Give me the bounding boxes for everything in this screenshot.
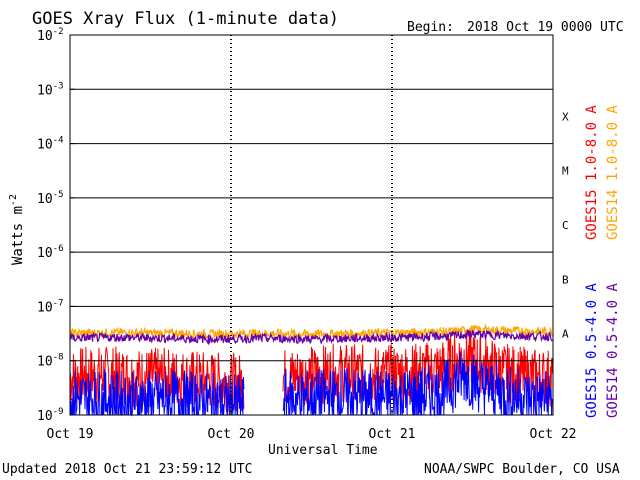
y-tick-label: 10-5	[37, 190, 64, 207]
y-tick-label: 10-9	[37, 407, 64, 424]
y-tick-label: 10-7	[37, 298, 64, 315]
y-tick-label: 10-4	[37, 136, 64, 153]
svg-text:Watts m-2: Watts m-2	[8, 194, 26, 265]
y-tick-label: 10-3	[37, 81, 64, 98]
y-tick-label: 10-8	[37, 353, 64, 370]
x-tick-label: Oct 20	[208, 427, 255, 442]
y-axis-label: Watts m-2	[8, 194, 26, 265]
flare-class-labels: X M C B A	[562, 110, 569, 340]
flare-class-label: B	[562, 273, 569, 286]
flare-class-label: X	[562, 110, 569, 123]
begin-label: Begin:	[407, 20, 454, 35]
y-tick-labels: 10-2 10-3 10-4 10-5 10-6 10-7 10-8 10-9	[37, 27, 75, 424]
y-tick-label: 10-6	[37, 244, 64, 261]
legend-entry: GOES15 0.5-4.0 A	[584, 283, 600, 418]
legend-entry: GOES15 1.0-8.0 A	[584, 105, 600, 240]
x-tick-label: Oct 21	[369, 427, 416, 442]
credit-text: NOAA/SWPC Boulder, CO USA	[424, 462, 620, 477]
legend: GOES15 1.0-8.0 A GOES14 1.0-8.0 A GOES15 0…	[584, 105, 621, 418]
updated-timestamp: Updated 2018 Oct 21 23:59:12 UTC	[2, 462, 252, 477]
series-line	[69, 346, 245, 413]
flare-class-label: M	[562, 165, 569, 178]
flare-class-label: C	[562, 219, 569, 232]
grid-layer	[70, 35, 553, 415]
legend-entry: GOES14 1.0-8.0 A	[605, 105, 621, 240]
chart-title: GOES Xray Flux (1-minute data)	[32, 9, 339, 29]
x-axis-label: Universal Time	[268, 443, 378, 458]
series-line	[69, 329, 553, 346]
legend-entry: GOES14 0.5-4.0 A	[605, 283, 621, 418]
series-layer	[69, 323, 553, 417]
flare-class-label: A	[562, 328, 569, 341]
x-tick-label: Oct 22	[530, 427, 577, 442]
plot-frame	[69, 34, 554, 416]
y-tick-label: 10-2	[37, 27, 64, 44]
y-axis-label-exp: -2	[8, 194, 19, 206]
y-axis-label-base: Watts m	[10, 206, 26, 265]
x-tick-label: Oct 19	[47, 427, 94, 442]
begin-value: 2018 Oct 19 0000 UTC	[467, 20, 624, 35]
x-tick-labels: Oct 19 Oct 20 Oct 21 Oct 22	[47, 409, 577, 442]
